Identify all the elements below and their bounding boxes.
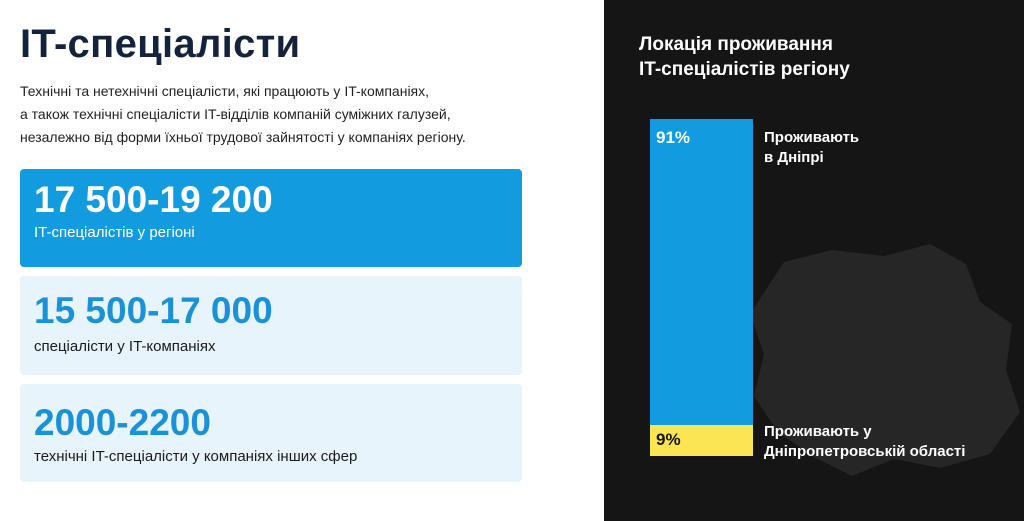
panel-title: Локація проживання IT-спеціалістів регіо…: [639, 32, 850, 82]
description: Технічні та нетехнічні спеціалісти, які …: [20, 80, 590, 149]
right-panel: Локація проживання IT-спеціалістів регіо…: [604, 0, 1024, 521]
pct-label-oblast: 9%: [656, 430, 681, 449]
description-line-1: Технічні та нетехнічні спеціалісти, які …: [20, 83, 430, 99]
stat-value-it-companies: 15 500-17 000: [34, 290, 273, 331]
region-map-icon: [750, 244, 1020, 476]
bar-segment-dnipro: 91%: [650, 119, 753, 425]
caption-oblast-line-2: Дніпропетровській області: [764, 443, 966, 460]
caption-oblast: Проживають у Дніпропетровській області: [764, 422, 965, 462]
stat-card-total: 17 500-19 200 IT-спеціалістів у регіоні: [20, 169, 522, 267]
stat-value-total: 17 500-19 200: [34, 179, 273, 220]
stat-card-it-companies: 15 500-17 000 спеціалісти у IT-компаніях: [20, 276, 522, 375]
bar-segment-oblast: 9%: [650, 425, 753, 456]
pct-label-dnipro: 91%: [656, 128, 691, 147]
caption-oblast-line-1: Проживають у: [764, 423, 872, 440]
stat-label-other-sectors: технічні IT-спеціалісти у компаніях інши…: [34, 448, 358, 465]
stat-label-total: IT-спеціалістів у регіоні: [34, 224, 195, 241]
page-title: IT-спеціалісти: [20, 22, 301, 66]
panel-title-line-2: IT-спеціалістів регіону: [639, 59, 850, 80]
stat-value-other-sectors: 2000-2200: [34, 402, 211, 443]
description-line-2: а також технічні спеціалісти IT-відділів…: [20, 106, 451, 122]
description-line-3: незалежно від форми їхньої трудової зайн…: [20, 129, 466, 145]
stat-label-it-companies: спеціалісти у IT-компаніях: [34, 338, 216, 355]
caption-dnipro-line-2: в Дніпрі: [764, 149, 824, 166]
caption-dnipro: Проживають в Дніпрі: [764, 128, 859, 168]
caption-dnipro-line-1: Проживають: [764, 129, 860, 146]
left-panel: IT-спеціалісти Технічні та нетехнічні сп…: [20, 22, 590, 482]
stat-card-other-sectors: 2000-2200 технічні IT-спеціалісти у комп…: [20, 384, 522, 482]
panel-title-line-1: Локація проживання: [639, 34, 833, 55]
